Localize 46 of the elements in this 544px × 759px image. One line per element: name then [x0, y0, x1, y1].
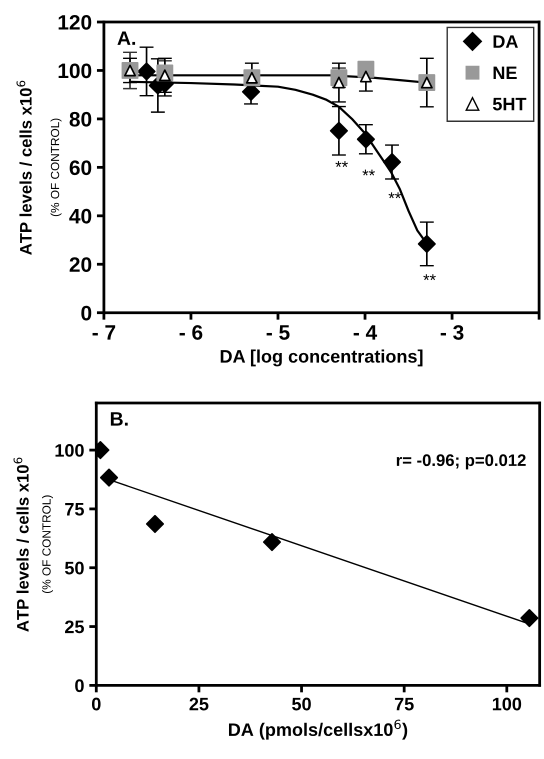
- legend-label: NE: [494, 66, 517, 80]
- x-tick-label: 75: [394, 698, 414, 710]
- x-tick-label: 0: [92, 698, 101, 710]
- x-axis-title: DA (pmols/cellsx10$^{6}$): [228, 720, 408, 740]
- legend-label: 5HT: [492, 98, 526, 110]
- point: [262, 533, 282, 552]
- annotation: r= -0.96; p=0.012: [396, 454, 526, 470]
- point: [146, 514, 164, 534]
- y-tick-label: 120: [58, 15, 92, 30]
- annotation: A.: [117, 31, 136, 45]
- point: [360, 70, 372, 82]
- y-tick-label: 50: [64, 562, 84, 574]
- y-tick-label: 25: [65, 620, 84, 634]
- y-tick-label: 80: [70, 112, 92, 127]
- point: [418, 234, 436, 253]
- y-tick-label: 20: [70, 257, 92, 272]
- point: [100, 468, 118, 487]
- annotation: **: [388, 192, 402, 198]
- x-axis-title: DA [log concentrations]: [220, 349, 422, 366]
- x-tick-label: - 5: [266, 325, 290, 340]
- y-tick-label: 40: [69, 208, 92, 224]
- annotation: **: [362, 170, 375, 176]
- y-tick-label: 0: [81, 306, 92, 320]
- annotation: B.: [110, 412, 128, 426]
- y-tick-label: 60: [70, 160, 92, 176]
- annotation: **: [423, 274, 436, 280]
- point: [330, 122, 348, 140]
- x-tick-label: 25: [190, 698, 208, 710]
- point: [520, 609, 538, 628]
- annotation: **: [335, 161, 348, 167]
- x-tick-label: - 7: [92, 325, 116, 340]
- x-tick-label: 100: [492, 698, 522, 710]
- y-tick-label: 75: [65, 503, 84, 516]
- x-tick-label: - 4: [354, 325, 378, 340]
- x-tick-label: 50: [292, 698, 311, 710]
- legend-label: DA: [494, 35, 518, 48]
- point: [138, 62, 156, 80]
- y-tick-label: 100: [58, 63, 92, 78]
- point: [382, 152, 402, 172]
- text: ATP levels / cells x10$^{6}$ (% OF CONTROL): [16, 80, 62, 255]
- x-tick-label: - 6: [180, 325, 202, 340]
- x-tick-label: - 3: [440, 325, 464, 340]
- y-tick-label: 0: [75, 679, 84, 692]
- point: [356, 130, 375, 148]
- text: ATP levels / cells x10$^{6}$ (% OF CONTROL): [14, 458, 54, 632]
- y-tick-label: 100: [56, 444, 84, 457]
